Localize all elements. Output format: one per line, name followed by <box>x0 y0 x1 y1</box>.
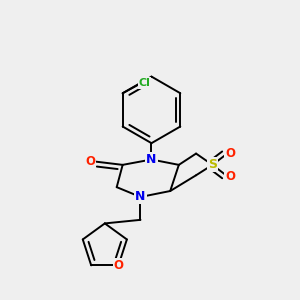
Text: O: O <box>225 147 235 160</box>
Text: O: O <box>225 170 235 183</box>
Text: N: N <box>146 153 157 166</box>
Text: Cl: Cl <box>138 78 150 88</box>
Text: O: O <box>113 259 123 272</box>
Text: S: S <box>208 158 217 171</box>
Text: N: N <box>135 190 146 203</box>
Text: O: O <box>85 155 96 168</box>
